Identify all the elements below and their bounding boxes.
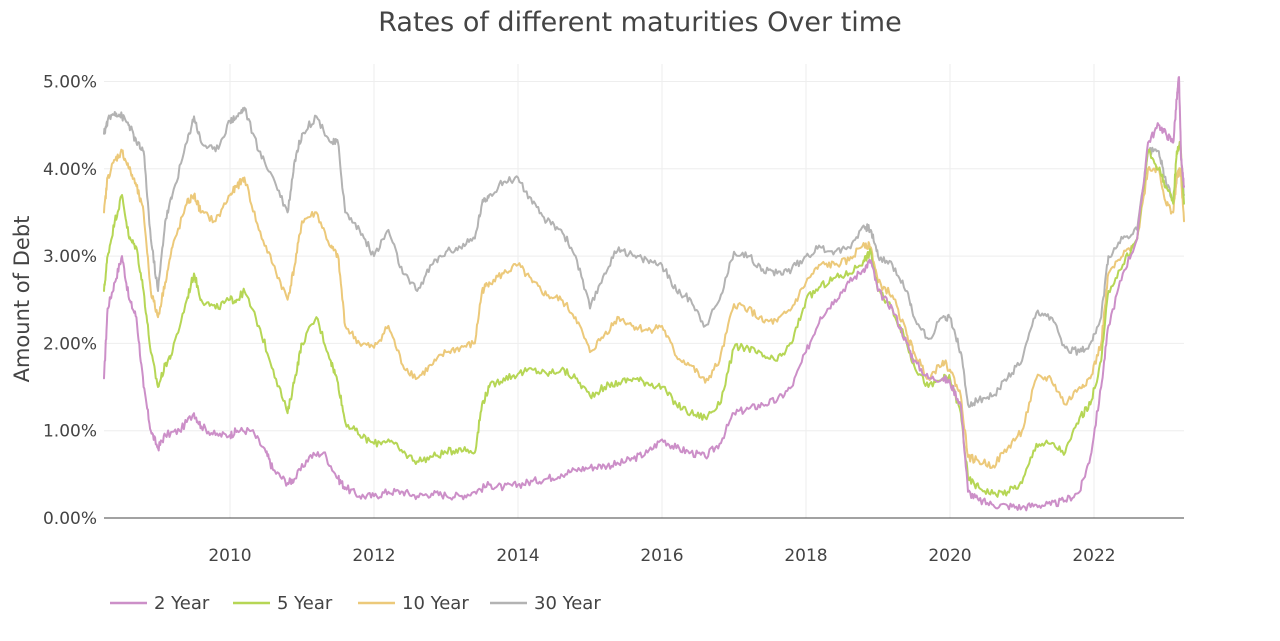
- x-tick-label: 2022: [1072, 546, 1115, 566]
- x-tick-label: 2020: [928, 546, 971, 566]
- chart-title: Rates of different maturities Over time: [378, 7, 901, 38]
- axis-ticks: 0.00% 1.00% 2.00% 3.00% 4.00% 5.00% 2010 2012 20…: [43, 72, 1116, 566]
- y-tick-label: 0.00%: [43, 509, 97, 529]
- y-tick-label: 5.00%: [43, 72, 97, 92]
- y-axis-title: Amount of Debt: [10, 216, 34, 383]
- x-tick-label: 2014: [496, 546, 539, 566]
- x-tick-label: 2012: [352, 546, 395, 566]
- legend[interactable]: 2 Year 5 Year 10 Year 30 Year: [110, 593, 601, 614]
- y-tick-label: 1.00%: [43, 422, 97, 442]
- legend-label: 30 Year: [534, 593, 601, 614]
- x-tick-label: 2010: [208, 546, 251, 566]
- legend-item-5-year[interactable]: 5 Year: [233, 593, 333, 614]
- y-tick-label: 3.00%: [43, 247, 97, 267]
- legend-item-30-year[interactable]: 30 Year: [490, 593, 601, 614]
- legend-item-10-year[interactable]: 10 Year: [358, 593, 469, 614]
- legend-label: 5 Year: [277, 593, 333, 614]
- grid: [104, 64, 1184, 518]
- legend-item-2-year[interactable]: 2 Year: [110, 593, 210, 614]
- y-tick-label: 2.00%: [43, 334, 97, 354]
- legend-label: 2 Year: [154, 593, 210, 614]
- series-line-5-year: [103, 140, 1185, 498]
- x-tick-label: 2016: [640, 546, 683, 566]
- series-line-30-year: [103, 106, 1185, 408]
- y-tick-label: 4.00%: [43, 160, 97, 180]
- x-tick-label: 2018: [784, 546, 827, 566]
- series-line-10-year: [103, 148, 1185, 469]
- series-lines: [103, 76, 1185, 512]
- series-line-2-year: [103, 76, 1185, 512]
- legend-label: 10 Year: [402, 593, 469, 614]
